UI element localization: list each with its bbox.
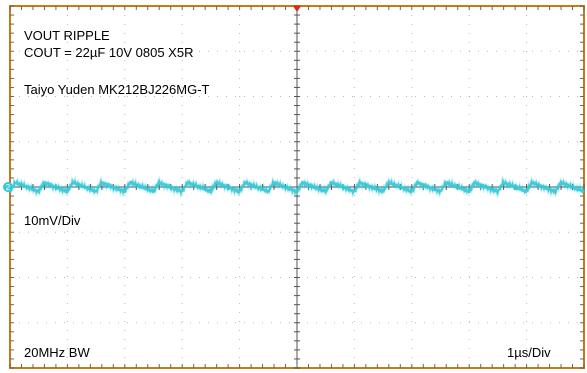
markers: 2 [3, 6, 301, 192]
trigger-marker [293, 6, 301, 12]
ripple-line [9, 177, 585, 197]
channel-marker [3, 182, 13, 192]
bandwidth-label: 20MHz BW [24, 345, 90, 360]
trace-ch2 [8, 174, 586, 200]
channel-marker-label: 2 [6, 183, 11, 192]
title-label: VOUT RIPPLE [24, 28, 110, 43]
timebase-label: 1µs/Div [507, 345, 551, 360]
grid [9, 5, 585, 369]
part-label: Taiyo Yuden MK212BJ226MG-T [24, 82, 210, 97]
ripple-persistence [8, 174, 586, 200]
cap-label: COUT = 22µF 10V 0805 X5R [24, 45, 194, 60]
vscale-label: 10mV/Div [24, 213, 81, 228]
